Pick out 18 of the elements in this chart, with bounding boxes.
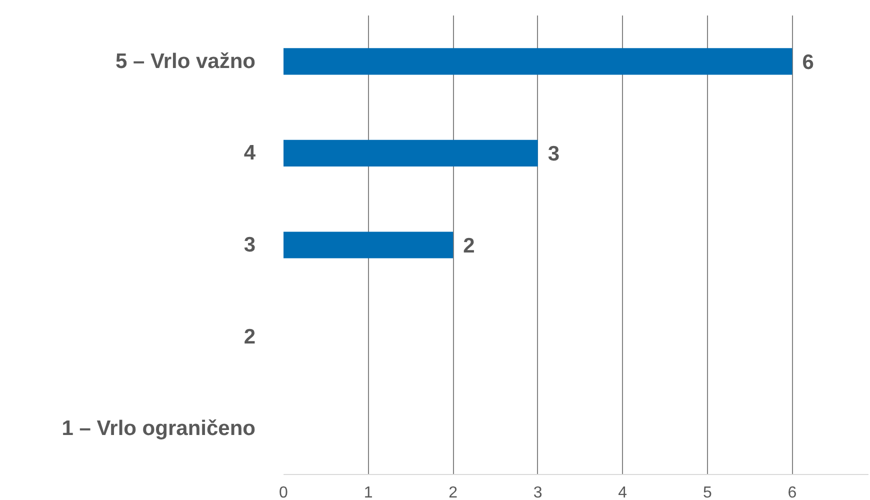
x-tick-label: 4 xyxy=(618,484,628,500)
data-label: 3 xyxy=(548,142,560,166)
x-tick-label: 3 xyxy=(533,484,542,500)
x-tick-label: 1 xyxy=(364,484,373,500)
data-label: 6 xyxy=(802,50,814,74)
data-label: 2 xyxy=(463,234,475,258)
bar xyxy=(284,140,538,167)
y-tick-label: 3 xyxy=(244,234,256,256)
y-tick-label: 4 xyxy=(244,142,256,165)
x-tick-label: 0 xyxy=(279,484,288,500)
y-tick-label: 5 – Vrlo važno xyxy=(115,50,256,73)
x-tick-label: 5 xyxy=(702,484,712,500)
x-tick-label: 6 xyxy=(788,484,797,500)
x-tick-label: 2 xyxy=(448,484,458,500)
y-tick-label: 2 xyxy=(244,325,256,348)
bar xyxy=(284,48,792,75)
bar xyxy=(284,232,454,258)
y-tick-label: 1 – Vrlo ograničeno xyxy=(62,417,256,440)
